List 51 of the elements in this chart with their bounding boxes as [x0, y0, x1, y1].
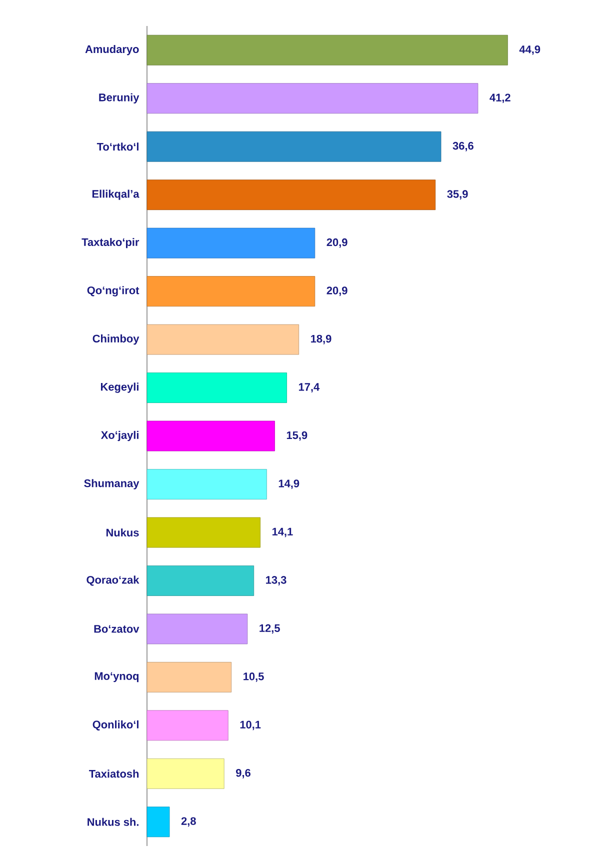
y-tick-label: Shumanay — [84, 479, 140, 490]
data-label: 41,2 — [490, 94, 510, 104]
data-label: 35,9 — [447, 190, 468, 200]
data-label: 10,5 — [244, 672, 264, 682]
y-tick-label: Ellikqal’a — [92, 190, 140, 200]
bar — [146, 420, 275, 452]
data-label: 20,9 — [326, 238, 348, 248]
bar — [146, 228, 316, 258]
y-tick-label: Chimboy — [92, 334, 140, 345]
bar — [146, 710, 228, 741]
y-tick-label: Taxiatosh — [89, 770, 139, 778]
bar — [146, 372, 287, 403]
data-label: 36,6 — [452, 142, 474, 152]
y-tick-label: Qo‘ng‘irot — [87, 286, 140, 296]
y-tick-label: Beruniy — [99, 93, 140, 104]
y-tick-label: Taxtako‘pir — [82, 238, 140, 248]
bar — [146, 758, 224, 789]
bar — [146, 662, 232, 692]
bar — [146, 180, 436, 210]
data-label: 2,8 — [181, 817, 196, 827]
y-tick-label: Qorao‘zak — [86, 576, 140, 586]
bar — [146, 276, 316, 306]
bar — [146, 566, 254, 596]
bar — [146, 131, 442, 162]
bar — [146, 34, 508, 66]
data-label: 13,3 — [266, 576, 286, 586]
data-label: 12,5 — [260, 624, 280, 634]
data-label: 44,9 — [519, 45, 540, 55]
bar — [146, 614, 248, 644]
y-tick-label: Mo‘ynoq — [94, 672, 138, 682]
y-tick-label: To‘rtko‘l — [96, 142, 138, 151]
y-tick-label: Nukus sh. — [88, 818, 138, 826]
y-tick-label: Kegeyli — [100, 382, 138, 393]
y-tick-label: Nukus — [106, 528, 139, 537]
data-label: 10,1 — [240, 720, 261, 730]
y-tick-label: Xo‘jayli — [100, 430, 138, 442]
y-tick-label: Qonliko‘l — [92, 720, 138, 730]
bar — [146, 806, 170, 838]
bar — [146, 83, 478, 114]
bar — [146, 469, 267, 500]
bar — [146, 324, 300, 355]
y-tick-label: Amudaryo — [85, 45, 139, 56]
data-label: 15,9 — [286, 431, 308, 441]
data-label: 14,1 — [272, 528, 293, 538]
data-label: 17,4 — [298, 383, 320, 392]
bar — [146, 517, 260, 548]
data-label: 9,6 — [236, 768, 250, 778]
y-tick-label: Bo‘zatov — [94, 625, 140, 633]
data-label: 14,9 — [278, 480, 300, 489]
data-label: 18,9 — [311, 334, 332, 344]
data-label: 20,9 — [326, 286, 348, 296]
